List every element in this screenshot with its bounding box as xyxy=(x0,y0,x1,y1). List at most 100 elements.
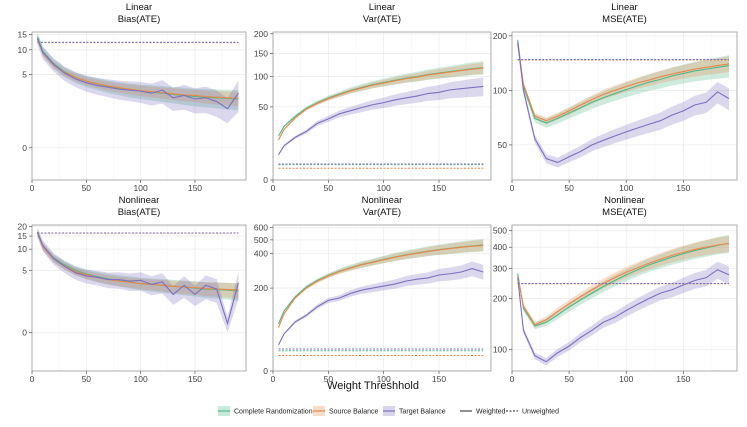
weighted-line xyxy=(517,39,730,124)
y-tick-label: 0 xyxy=(263,366,268,376)
y-tick-label: 150 xyxy=(254,48,268,58)
x-tick-label: 50 xyxy=(324,374,334,384)
x-tick-label: 100 xyxy=(377,183,391,193)
y-tick-label: 0 xyxy=(263,175,268,185)
weighted-line xyxy=(517,44,730,122)
y-tick-label: 500 xyxy=(493,226,507,236)
x-tick-label: 50 xyxy=(82,374,92,384)
panel-border xyxy=(31,31,247,181)
legend-label: Source Balance xyxy=(329,409,379,416)
weighted-line xyxy=(517,243,730,326)
y-tick-label: 200 xyxy=(493,293,507,303)
legend-label: Target Balance xyxy=(399,409,446,416)
x-axis-label: Weight Threshhold xyxy=(327,380,419,392)
x-tick-label: 150 xyxy=(188,183,202,193)
y-tick-label: 50 xyxy=(498,140,508,150)
weighted-line xyxy=(36,232,239,326)
confidence-band xyxy=(37,33,239,124)
y-tick-label: 200 xyxy=(254,283,268,293)
x-tick-label: 0 xyxy=(271,183,276,193)
y-tick-label: 100 xyxy=(493,85,507,95)
panel-metric-title: MSE(ATE) xyxy=(602,207,647,218)
legend-label: Weighted xyxy=(476,409,506,416)
x-tick-label: 150 xyxy=(676,374,690,384)
confidence-band xyxy=(517,235,730,328)
x-tick-label: 0 xyxy=(510,183,515,193)
panel-row-title: Nonlinear xyxy=(119,195,160,206)
panel-metric-title: Bias(ATE) xyxy=(118,207,161,218)
y-tick-label: 5 xyxy=(22,265,27,275)
panel-row-title: Linear xyxy=(369,2,395,13)
panel-row-title: Linear xyxy=(126,2,152,13)
confidence-band xyxy=(37,228,239,301)
y-tick-label: 100 xyxy=(254,72,268,82)
y-tick-label: 0 xyxy=(22,328,27,338)
panel-border xyxy=(511,31,738,181)
panel-row-title: Nonlinear xyxy=(362,195,403,206)
y-tick-label: 100 xyxy=(493,345,507,355)
panel-row-title: Linear xyxy=(611,2,637,13)
x-tick-label: 100 xyxy=(134,183,148,193)
weighted-line xyxy=(517,41,730,164)
confidence-band xyxy=(517,38,730,168)
x-tick-label: 100 xyxy=(134,374,148,384)
panel-border xyxy=(511,224,738,372)
weighted-line xyxy=(36,39,239,99)
x-tick-label: 0 xyxy=(271,374,276,384)
weighted-line xyxy=(278,268,484,346)
y-tick-label: 0 xyxy=(22,143,27,153)
weighted-line xyxy=(278,67,484,141)
legend: Complete Randomization Source Balance Targ… xyxy=(218,406,559,416)
confidence-band xyxy=(278,261,484,346)
y-tick-label: 600 xyxy=(254,222,268,232)
y-tick-label: 200 xyxy=(493,31,507,41)
x-tick-label: 0 xyxy=(30,374,35,384)
weighted-line xyxy=(278,244,484,328)
x-tick-label: 150 xyxy=(432,374,446,384)
y-tick-label: 10 xyxy=(18,45,28,55)
x-tick-label: 100 xyxy=(377,374,391,384)
confidence-band xyxy=(517,36,730,128)
confidence-band xyxy=(517,41,730,125)
panel-border xyxy=(272,224,492,372)
weighted-line xyxy=(517,269,730,363)
confidence-band xyxy=(278,239,484,329)
panel-border xyxy=(272,31,492,181)
panel-background xyxy=(273,225,491,371)
legend-label: Unweighted xyxy=(522,409,559,416)
x-tick-label: 50 xyxy=(324,183,334,193)
x-tick-label: 100 xyxy=(619,374,633,384)
y-tick-label: 20 xyxy=(18,222,28,232)
confidence-band xyxy=(37,230,239,299)
y-tick-label: 200 xyxy=(254,29,268,39)
x-tick-label: 0 xyxy=(30,183,35,193)
x-tick-label: 50 xyxy=(82,183,92,193)
panel-background xyxy=(512,32,737,180)
confidence-band xyxy=(278,77,484,156)
x-tick-label: 100 xyxy=(619,183,633,193)
weighted-line xyxy=(36,38,239,110)
y-tick-label: 500 xyxy=(254,235,268,245)
x-tick-label: 150 xyxy=(188,374,202,384)
y-tick-label: 5 xyxy=(22,70,27,80)
y-tick-label: 15 xyxy=(18,231,28,241)
x-tick-label: 50 xyxy=(564,374,574,384)
y-tick-label: 50 xyxy=(259,102,269,112)
y-tick-label: 10 xyxy=(18,244,28,254)
x-tick-label: 150 xyxy=(432,183,446,193)
x-tick-label: 0 xyxy=(510,374,515,384)
confidence-band xyxy=(278,61,484,137)
y-tick-label: 300 xyxy=(493,263,507,273)
y-tick-label: 15 xyxy=(18,29,28,39)
panel-background xyxy=(273,32,491,180)
confidence-band xyxy=(37,33,239,111)
x-tick-label: 50 xyxy=(564,183,574,193)
y-tick-label: 400 xyxy=(254,249,268,259)
x-tick-label: 150 xyxy=(676,183,690,193)
